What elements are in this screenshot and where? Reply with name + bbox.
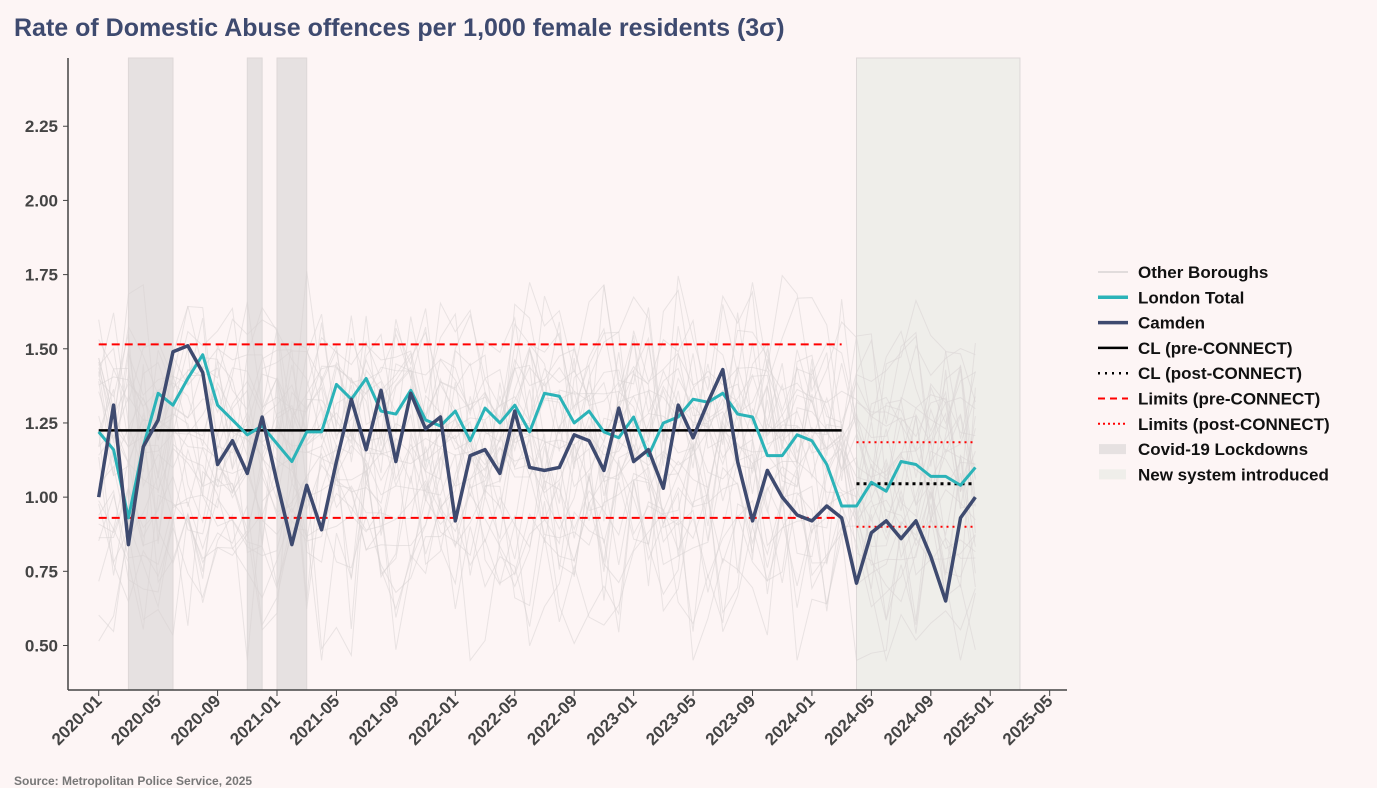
new-system-band [856, 57, 1021, 691]
chart-title: Rate of Domestic Abuse offences per 1,00… [14, 14, 785, 42]
series-line-camden [96, 344, 977, 603]
y-tick-label: 1.75 [25, 266, 58, 285]
x-tick-label: 2020-01 [48, 691, 106, 749]
other-borough-line [98, 374, 976, 507]
x-tick-label: 2025-01 [940, 691, 998, 749]
legend-label: Limits (pre-CONNECT) [1138, 390, 1320, 409]
other-borough-line [98, 460, 976, 576]
legend-label: CL (pre-CONNECT) [1138, 339, 1293, 358]
x-tick-label: 2022-05 [464, 691, 522, 749]
lockdown-band [246, 57, 263, 691]
legend-swatch [1099, 469, 1126, 480]
legend-label: New system introduced [1138, 465, 1329, 484]
x-tick-label: 2023-01 [583, 691, 641, 749]
other-borough-line [98, 335, 976, 534]
legend-label: Camden [1138, 314, 1205, 333]
y-tick-label: 1.25 [25, 414, 58, 433]
other-borough-line [98, 343, 976, 477]
legend-label: London Total [1138, 288, 1244, 307]
x-tick-label: 2023-05 [642, 691, 700, 749]
other-borough-line [98, 413, 976, 614]
other-borough-line [98, 306, 976, 492]
legend: Other Boroughs London Total Camden CL (pre-… [1098, 263, 1330, 484]
y-tick-label: 0.50 [25, 636, 58, 655]
y-tick-label: 2.25 [25, 117, 58, 136]
other-borough-line [98, 418, 976, 591]
legend-label: Limits (post-CONNECT) [1138, 415, 1330, 434]
x-tick-label: 2024-05 [821, 691, 879, 749]
other-borough-line [98, 382, 976, 512]
legend-label: Other Boroughs [1138, 263, 1268, 282]
y-tick-label: 1.50 [25, 340, 58, 359]
x-tick-label: 2023-09 [702, 691, 760, 749]
x-tick-label: 2024-09 [880, 691, 938, 749]
legend-label: CL (post-CONNECT) [1138, 364, 1302, 383]
y-tick-label: 1.00 [25, 488, 58, 507]
x-tick-label: 2021-01 [226, 691, 284, 749]
x-tick-label: 2025-05 [999, 691, 1057, 749]
other-borough-line [98, 430, 976, 578]
x-tick-label: 2020-05 [107, 691, 165, 749]
legend-label: Covid-19 Lockdowns [1138, 440, 1308, 459]
y-tick-label: 2.00 [25, 191, 58, 210]
x-tick-label: 2022-09 [523, 691, 581, 749]
x-tick-label: 2021-05 [286, 691, 344, 749]
x-tick-label: 2022-01 [405, 691, 463, 749]
y-tick-label: 0.75 [25, 562, 58, 581]
series-line-london-total [97, 353, 977, 520]
x-tick-label: 2020-09 [167, 691, 225, 749]
source-note: Source: Metropolitan Police Service, 202… [14, 774, 253, 788]
x-tick-label: 2021-09 [345, 691, 403, 749]
x-tick-label: 2024-01 [761, 691, 819, 749]
legend-swatch [1099, 444, 1126, 455]
other-borough-line [98, 305, 976, 493]
